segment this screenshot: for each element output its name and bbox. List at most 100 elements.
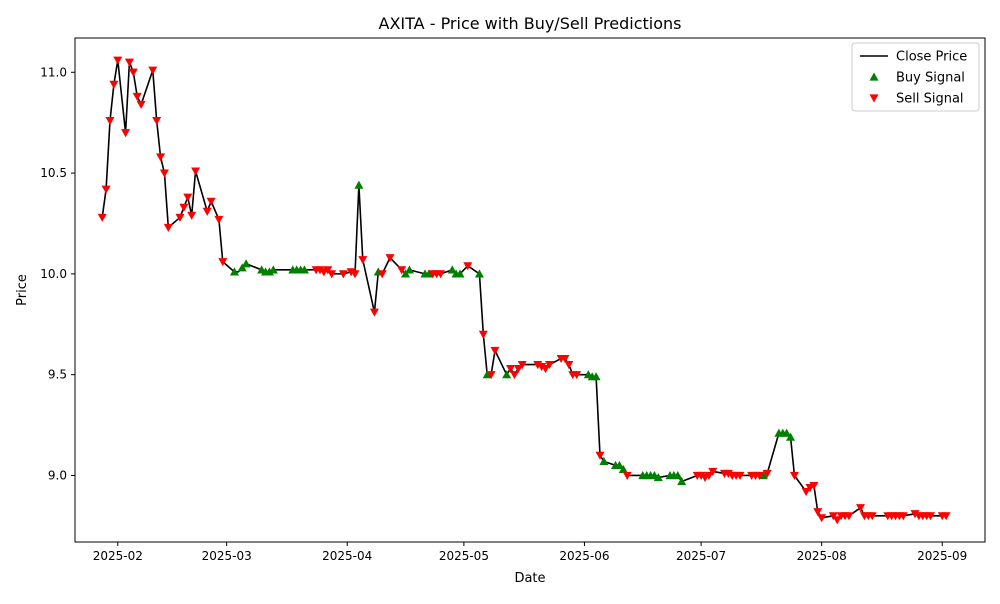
x-tick-label: 2025-05 [439,549,489,563]
x-tick-label: 2025-04 [322,549,372,563]
sell-signal-marker [941,512,951,521]
sell-signal-marker [506,365,516,374]
sell-signal-marker [136,100,146,110]
legend-label: Buy Signal [896,71,965,86]
axes-frame [74,37,986,543]
buy-signal-marker [618,464,628,474]
sell-signal-marker [564,360,574,370]
x-axis-label: Date [514,571,545,586]
buy-signal-marker [599,456,609,465]
buy-signal-marker [677,477,687,486]
sell-signal-marker [898,512,908,521]
y-tick-label: 11.0 [40,65,67,79]
y-axis-label: Price [15,274,30,306]
sell-signal-marker [762,469,772,478]
close-price-line [101,59,947,521]
sell-signal-marker [128,68,138,77]
sell-signal-marker [708,467,718,476]
sell-signal-marker [801,488,811,497]
buy-signal-marker [786,432,796,441]
x-tick-label: 2025-02 [93,549,143,563]
sell-signal-marker [486,371,496,380]
sell-signal-marker [179,203,189,212]
y-tick-label: 10.5 [40,166,67,180]
chart-title: AXITA - Price with Buy/Sell Predictions [379,14,682,33]
plot-area [97,56,951,525]
sell-signal-marker [183,193,193,202]
sell-signal-marker [124,58,134,67]
legend-box [851,42,980,112]
sell-signal-marker [517,360,527,370]
sell-signal-marker [704,471,714,480]
sell-signal-marker [867,512,877,521]
sell-signal-marker [159,169,169,178]
sell-signal-marker [97,213,107,222]
sell-signal-marker [926,512,936,521]
sell-signal-marker [560,354,570,364]
legend-label: Sell Signal [896,92,964,107]
buy-signal-marker [354,180,364,189]
sell-signal-marker [397,266,407,275]
buy-signal-marker [673,470,683,480]
y-tick-label: 9.5 [48,368,67,382]
buy-signal-marker [758,470,768,480]
y-tick-label: 10.0 [40,267,67,281]
sell-signal-marker [148,66,158,75]
sell-signal-marker [478,330,488,339]
sell-signal-marker [385,254,395,263]
sell-signal-marker [132,92,142,101]
sell-signal-marker [513,365,523,374]
buy-signal-marker [482,370,492,379]
buy-signal-marker [447,265,457,274]
sell-signal-marker [187,211,197,220]
sell-signal-marker [813,508,823,517]
sell-signal-marker [156,153,166,162]
buy-signal-marker [782,428,792,437]
sell-signal-marker [463,262,473,271]
sell-signal-marker [544,360,554,370]
buy-signal-marker [455,269,465,278]
sell-signal-marker [358,256,368,265]
buy-signal-marker [299,265,309,274]
x-tick-label: 2025-03 [202,549,252,563]
sell-signal-marker [202,207,212,216]
legend-sell-swatch [869,94,879,103]
legend: Close Price Buy Signal Sell Signal [851,42,980,112]
buy-signal-marker [502,370,512,379]
buy-signal-marker [229,267,239,276]
sell-signal-marker [436,270,446,279]
sell-signal-marker [809,481,819,491]
x-tick-label: 2025-08 [797,549,847,563]
x-tick-label: 2025-06 [559,549,609,563]
sell-signal-marker [105,117,115,126]
sell-signal-marker [350,270,360,279]
sell-signal-marker [163,223,173,233]
sell-signal-marker [509,371,519,380]
sell-signal-marker [214,215,224,224]
sell-signal-marker [572,371,582,380]
sell-signal-marker [191,167,201,176]
sell-signal-marker [121,129,131,138]
sell-signal-marker [113,56,123,65]
sell-signal-marker [622,471,632,480]
buy-signal-marker [268,265,278,274]
x-tick-label: 2025-09 [917,549,967,563]
y-axis: 9.0 9.5 10.0 10.5 11.0 [40,65,75,482]
legend-label: Close Price [896,50,967,65]
sell-signal-marker [327,270,337,279]
buy-signal-marker [614,460,624,469]
sell-signal-marker [541,365,551,374]
sell-signal-marker [369,308,379,317]
sell-signal-marker [844,512,854,521]
buy-signal-marker [591,372,601,381]
sell-signal-marker [832,516,842,525]
sell-signal-marker [754,471,764,480]
buy-signal-marker [404,265,414,274]
y-tick-label: 9.0 [48,468,67,482]
buy-signal-marker [424,269,434,278]
x-tick-label: 2025-07 [676,549,726,563]
sell-signal-marker [817,514,827,523]
sell-signal-marker [152,117,162,126]
